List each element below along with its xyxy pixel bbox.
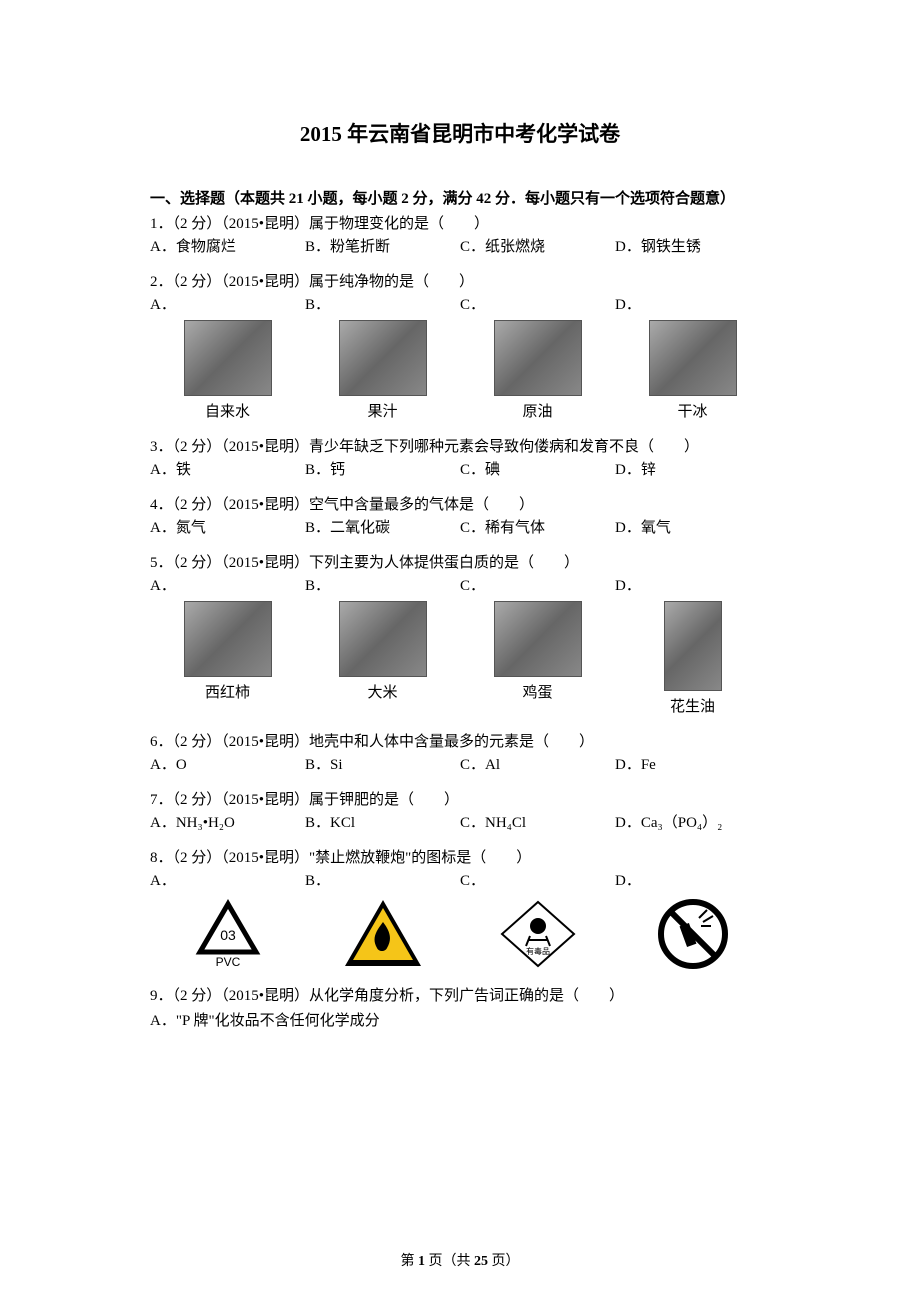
q4-opt-d: D．氧气 bbox=[615, 518, 770, 539]
q6-opt-d: D．Fe bbox=[615, 755, 770, 776]
q8-opt-a-letter: A． bbox=[150, 871, 176, 892]
q3-stem: 3．（2 分）（2015•昆明）青少年缺乏下列哪种元素会导致佝偻病和发育不良（ … bbox=[150, 437, 770, 458]
q2-cap-d: 干冰 bbox=[677, 402, 707, 423]
q7-opt-b: B．KCl bbox=[305, 813, 460, 834]
page-footer: 第 1 页（共 25 页） bbox=[0, 1252, 920, 1272]
section-1-header: 一、选择题（本题共 21 小题，每小题 2 分，满分 42 分．每小题只有一个选… bbox=[150, 189, 770, 210]
q7-opt-a: A．NH₃•H₂O bbox=[150, 813, 305, 834]
q1-opt-c: C．纸张燃烧 bbox=[460, 237, 615, 258]
q8-opt-d-letter: D． bbox=[615, 871, 641, 892]
q2-options: A． 自来水 B． 果汁 C． 原油 D． 干冰 bbox=[150, 295, 770, 423]
q6-opt-b: B．Si bbox=[305, 755, 460, 776]
footer-page: 1 bbox=[418, 1254, 425, 1269]
q3-opt-d: D．锌 bbox=[615, 460, 770, 481]
q4-stem: 4．（2 分）（2015•昆明）空气中含量最多的气体是（ ） bbox=[150, 495, 770, 516]
q5-opt-c: C． 鸡蛋 bbox=[460, 576, 615, 704]
q2-img-d bbox=[649, 320, 737, 396]
q5-cap-d: 花生油 bbox=[670, 697, 715, 718]
q4-opt-b: B．二氧化碳 bbox=[305, 518, 460, 539]
no-firecracker-icon bbox=[653, 896, 733, 972]
q7-options: A．NH₃•H₂O B．KCl C．NH₄Cl D．Ca₃（PO₄）₂ bbox=[150, 813, 770, 834]
q2-cap-a: 自来水 bbox=[205, 402, 250, 423]
footer-mid: 页（共 bbox=[425, 1254, 474, 1269]
q2-opt-d: D． 干冰 bbox=[615, 295, 770, 423]
footer-prefix: 第 bbox=[401, 1254, 419, 1269]
q8-options: A． 03 PVC B． C． bbox=[150, 871, 770, 972]
q9-opt-a: A．"P 牌"化妆品不含任何化学成分 bbox=[150, 1011, 770, 1032]
q8-opt-c: C． 有毒品 bbox=[460, 871, 615, 972]
q3-opt-b: B．钙 bbox=[305, 460, 460, 481]
footer-suffix: 页） bbox=[488, 1254, 520, 1269]
q5-opt-c-letter: C． bbox=[460, 576, 485, 597]
q4-options: A．氮气 B．二氧化碳 C．稀有气体 D．氧气 bbox=[150, 518, 770, 539]
q2-stem: 2．（2 分）（2015•昆明）属于纯净物的是（ ） bbox=[150, 272, 770, 293]
q2-img-c bbox=[494, 320, 582, 396]
recycle-icon: 03 PVC bbox=[188, 896, 268, 970]
exam-title: 2015 年云南省昆明市中考化学试卷 bbox=[150, 120, 770, 149]
flammable-icon bbox=[341, 896, 425, 972]
q4-opt-a: A．氮气 bbox=[150, 518, 305, 539]
q2-opt-b-letter: B． bbox=[305, 295, 330, 316]
q5-opt-d: D． 花生油 bbox=[615, 576, 770, 718]
q8-opt-b-letter: B． bbox=[305, 871, 330, 892]
q5-stem: 5．（2 分）（2015•昆明）下列主要为人体提供蛋白质的是（ ） bbox=[150, 553, 770, 574]
q2-opt-c: C． 原油 bbox=[460, 295, 615, 423]
q2-cap-c: 原油 bbox=[522, 402, 552, 423]
q2-opt-a: A． 自来水 bbox=[150, 295, 305, 423]
q5-cap-c: 鸡蛋 bbox=[522, 683, 552, 704]
q5-opt-b: B． 大米 bbox=[305, 576, 460, 704]
q2-cap-b: 果汁 bbox=[367, 402, 397, 423]
q3-opt-c: C．碘 bbox=[460, 460, 615, 481]
q5-cap-b: 大米 bbox=[367, 683, 397, 704]
q6-stem: 6．（2 分）（2015•昆明）地壳中和人体中含量最多的元素是（ ） bbox=[150, 732, 770, 753]
q1-stem: 1．（2 分）（2015•昆明）属于物理变化的是（ ） bbox=[150, 214, 770, 235]
q5-opt-d-letter: D． bbox=[615, 576, 641, 597]
svg-text:PVC: PVC bbox=[215, 955, 240, 969]
q2-img-a bbox=[184, 320, 272, 396]
q4-opt-c: C．稀有气体 bbox=[460, 518, 615, 539]
svg-text:03: 03 bbox=[220, 927, 236, 943]
q3-opt-a: A．铁 bbox=[150, 460, 305, 481]
q8-opt-a: A． 03 PVC bbox=[150, 871, 305, 970]
q7-opt-c: C．NH₄Cl bbox=[460, 813, 615, 834]
q2-opt-a-letter: A． bbox=[150, 295, 176, 316]
q8-stem: 8．（2 分）（2015•昆明）"禁止燃放鞭炮"的图标是（ ） bbox=[150, 848, 770, 869]
q6-opt-a: A．O bbox=[150, 755, 305, 776]
q8-opt-c-letter: C． bbox=[460, 871, 485, 892]
toxic-icon: 有毒品 bbox=[496, 896, 580, 972]
q7-opt-d: D．Ca₃（PO₄）₂ bbox=[615, 813, 770, 834]
q1-opt-b: B．粉笔折断 bbox=[305, 237, 460, 258]
svg-text:有毒品: 有毒品 bbox=[526, 946, 550, 956]
footer-total: 25 bbox=[474, 1254, 488, 1269]
q2-opt-c-letter: C． bbox=[460, 295, 485, 316]
q5-opt-b-letter: B． bbox=[305, 576, 330, 597]
q6-options: A．O B．Si C．Al D．Fe bbox=[150, 755, 770, 776]
q1-opt-d: D．钢铁生锈 bbox=[615, 237, 770, 258]
q5-img-c bbox=[494, 601, 582, 677]
q7-stem: 7．（2 分）（2015•昆明）属于钾肥的是（ ） bbox=[150, 790, 770, 811]
q6-opt-c: C．Al bbox=[460, 755, 615, 776]
q1-options: A．食物腐烂 B．粉笔折断 C．纸张燃烧 D．钢铁生锈 bbox=[150, 237, 770, 258]
q2-img-b bbox=[339, 320, 427, 396]
q2-opt-d-letter: D． bbox=[615, 295, 641, 316]
q2-opt-b: B． 果汁 bbox=[305, 295, 460, 423]
q5-img-d bbox=[664, 601, 722, 691]
q5-opt-a-letter: A． bbox=[150, 576, 176, 597]
q8-opt-d: D． bbox=[615, 871, 770, 972]
q8-opt-b: B． bbox=[305, 871, 460, 972]
q5-opt-a: A． 西红柿 bbox=[150, 576, 305, 704]
q3-options: A．铁 B．钙 C．碘 D．锌 bbox=[150, 460, 770, 481]
q5-img-a bbox=[184, 601, 272, 677]
q5-cap-a: 西红柿 bbox=[205, 683, 250, 704]
q5-options: A． 西红柿 B． 大米 C． 鸡蛋 D． 花生油 bbox=[150, 576, 770, 718]
q1-opt-a: A．食物腐烂 bbox=[150, 237, 305, 258]
q9-stem: 9．（2 分）（2015•昆明）从化学角度分析，下列广告词正确的是（ ） bbox=[150, 986, 770, 1007]
q5-img-b bbox=[339, 601, 427, 677]
page: 2015 年云南省昆明市中考化学试卷 一、选择题（本题共 21 小题，每小题 2… bbox=[0, 0, 920, 1302]
